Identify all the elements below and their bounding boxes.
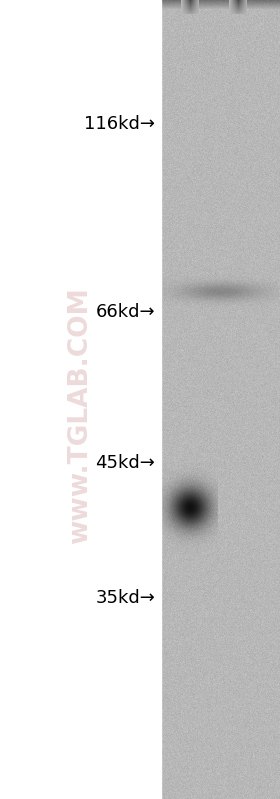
Text: 116kd→: 116kd→: [84, 115, 155, 133]
Text: 35kd→: 35kd→: [95, 589, 155, 606]
Bar: [0, 0, 161, 799]
Text: www.TGLAB.COM: www.TGLAB.COM: [67, 287, 93, 544]
Text: 45kd→: 45kd→: [95, 455, 155, 472]
Text: 66kd→: 66kd→: [96, 303, 155, 320]
